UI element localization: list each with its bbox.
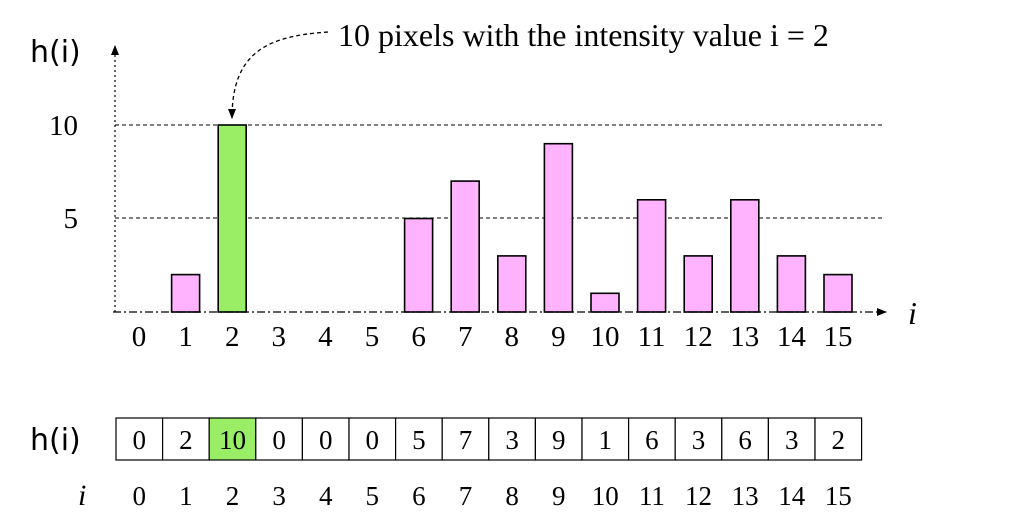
bars-group: [170, 124, 853, 313]
table-index-15: 15: [825, 481, 852, 511]
table-index-8: 8: [505, 481, 519, 511]
table-index-11: 11: [639, 481, 665, 511]
x-tick-label-0: 0: [132, 321, 147, 353]
table-index-3: 3: [272, 481, 286, 511]
x-tick-label-15: 15: [824, 321, 853, 353]
table-index-12: 12: [685, 481, 712, 511]
table-cell-9: [534, 417, 583, 461]
table-index-14: 14: [778, 481, 806, 511]
x-tick-label-14: 14: [777, 321, 807, 353]
table-cell-value-3: 0: [272, 425, 286, 455]
y-axis-label-text: h(i): [30, 35, 81, 70]
x-tick-label-5: 5: [365, 321, 380, 353]
bar-8: [496, 255, 527, 313]
table-cell-value-4: 0: [319, 425, 333, 455]
x-tick-label-2: 2: [225, 321, 240, 353]
x-tick-label-9: 9: [551, 321, 566, 353]
table-cell-11: [627, 417, 676, 461]
x-axis-label: i: [908, 295, 917, 331]
x-tick-label-7: 7: [458, 321, 473, 353]
x-tick-label-10: 10: [591, 321, 620, 353]
y-axis-label: h(i): [30, 35, 81, 70]
table-cell-value-7: 7: [459, 425, 473, 455]
x-tick-label-6: 6: [411, 321, 426, 353]
x-tick-label-4: 4: [318, 321, 333, 353]
table-index-4: 4: [319, 481, 333, 511]
annotation-arrow: [228, 31, 329, 119]
bar-6: [403, 217, 434, 313]
bar-11: [636, 199, 667, 313]
table-cell-value-13: 6: [738, 425, 752, 455]
table-index-13: 13: [732, 481, 759, 511]
bar-13: [729, 199, 760, 313]
table-cell-5: [348, 417, 397, 461]
x-tick-label-11: 11: [638, 321, 666, 353]
table-cell-value-0: 0: [133, 425, 147, 455]
table-cell-value-1: 2: [179, 425, 193, 455]
bar-10: [590, 292, 620, 313]
table-index-1: 1: [179, 481, 193, 511]
value-table: 0 2 10 0 0 0 5 7 3 9 1 6 3 6 3 2: [115, 417, 863, 461]
table-index-10: 10: [592, 481, 619, 511]
table-cell-14: [767, 417, 816, 461]
table-cell-13: [721, 417, 769, 461]
y-tick-label-5: 5: [64, 203, 79, 235]
table-cell-3: [255, 417, 304, 461]
table-cell-15: [814, 417, 863, 461]
table-index-0: 0: [133, 481, 147, 511]
table-index-7: 7: [459, 481, 473, 511]
table-index-label: i: [78, 479, 86, 512]
table-index-5: 5: [366, 481, 380, 511]
table-cell-6: [395, 417, 443, 461]
table-cell-value-6: 5: [412, 425, 426, 455]
table-cell-value-12: 3: [692, 425, 706, 455]
table-index-2: 2: [226, 481, 240, 511]
table-index-9: 9: [552, 481, 566, 511]
bar-7: [450, 180, 481, 313]
x-tick-label-1: 1: [178, 321, 193, 353]
table-cell-value-9: 9: [552, 425, 566, 455]
table-row-label: h(i): [30, 423, 81, 458]
table-cell-value-2: 10: [219, 425, 246, 455]
x-tick-labels: 0 1 2 3 4 5 6 7 8 9 10 11 12 13 14 15: [132, 321, 853, 353]
x-tick-label-3: 3: [272, 321, 287, 353]
table-cell-value-5: 0: [366, 425, 380, 455]
table-cell-value-14: 3: [785, 425, 799, 455]
table-index-6: 6: [412, 481, 426, 511]
y-tick-label-10: 10: [49, 110, 78, 142]
bar-12: [683, 255, 714, 313]
table-cell-value-11: 6: [645, 425, 659, 455]
x-tick-label-8: 8: [505, 321, 520, 353]
table-cell-value-8: 3: [505, 425, 519, 455]
table-cell-1: [162, 417, 210, 461]
bar-2: [217, 124, 247, 313]
table-index-row: 0 1 2 3 4 5 6 7 8 9 10 11 12 13 14 15: [133, 481, 852, 511]
bar-9: [543, 142, 574, 313]
annotation-label: 10 pixels with the intensity value i = 2: [338, 17, 829, 53]
bar-15: [823, 273, 853, 313]
table-cell-2: [208, 417, 257, 461]
x-tick-label-13: 13: [730, 321, 759, 353]
bar-14: [776, 255, 807, 313]
bar-1: [170, 273, 201, 313]
table-cell-4: [301, 417, 350, 461]
table-cell-value-10: 1: [599, 425, 613, 455]
x-tick-label-12: 12: [684, 321, 713, 353]
table-cell-value-15: 2: [832, 425, 846, 455]
